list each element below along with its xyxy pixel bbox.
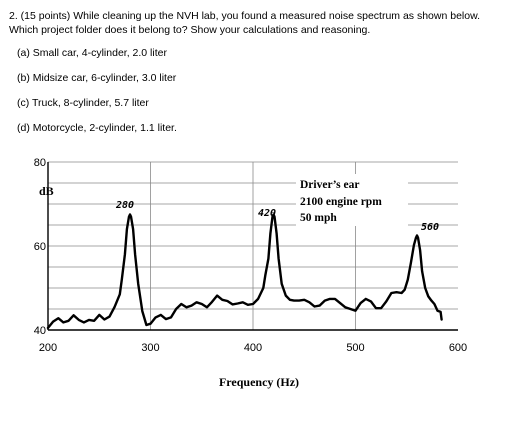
peak-label-280: 280 bbox=[115, 200, 134, 211]
chart-axes bbox=[47, 162, 458, 331]
x-tick-label: 200 bbox=[39, 342, 57, 354]
y-tick-label: 60 bbox=[34, 241, 46, 253]
question-line-2: Which project folder does it belong to? … bbox=[9, 24, 371, 36]
peak-label-420: 420 bbox=[258, 208, 276, 219]
spectrum-curve bbox=[46, 213, 443, 330]
x-tick-label: 400 bbox=[244, 342, 262, 354]
annotation-line-3: 50 mph bbox=[300, 212, 337, 224]
annotation-line-2: 2100 engine rpm bbox=[300, 196, 382, 208]
x-tick-label: 600 bbox=[449, 342, 467, 354]
annotation-line-1: Driver’s ear bbox=[300, 179, 359, 191]
x-tick-label: 500 bbox=[346, 342, 364, 354]
y-axis-label: dB bbox=[39, 184, 54, 198]
question-line-1: 2. (15 points) While cleaning up the NVH… bbox=[9, 10, 481, 22]
x-axis-label: Frequency (Hz) bbox=[219, 375, 299, 389]
annotation-background bbox=[296, 174, 408, 226]
y-tick-label: 80 bbox=[34, 157, 46, 169]
chart-tick-labels: 200 300 400 500 600 80 60 40 bbox=[34, 157, 467, 354]
option-a: (a) Small car, 4-cylinder, 2.0 liter bbox=[17, 47, 167, 59]
y-tick-label: 40 bbox=[34, 325, 46, 337]
option-c: (c) Truck, 8-cylinder, 5.7 liter bbox=[17, 97, 149, 109]
option-b: (b) Midsize car, 6-cylinder, 3.0 liter bbox=[17, 72, 177, 84]
peak-label-560: 560 bbox=[421, 222, 439, 233]
question-text: 2. (15 points) While cleaning up the NVH… bbox=[9, 9, 509, 37]
option-d: (d) Motorcycle, 2-cylinder, 1.1 liter. bbox=[17, 122, 177, 134]
x-tick-label: 300 bbox=[141, 342, 159, 354]
